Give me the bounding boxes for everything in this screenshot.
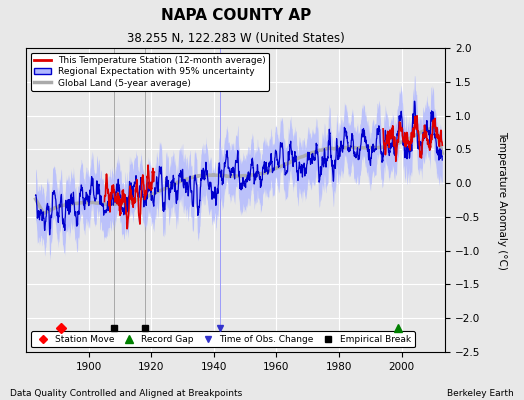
Legend: Station Move, Record Gap, Time of Obs. Change, Empirical Break: Station Move, Record Gap, Time of Obs. C… bbox=[31, 331, 414, 348]
Text: Berkeley Earth: Berkeley Earth bbox=[447, 389, 514, 398]
Text: NAPA COUNTY AP: NAPA COUNTY AP bbox=[161, 8, 311, 23]
Text: Data Quality Controlled and Aligned at Breakpoints: Data Quality Controlled and Aligned at B… bbox=[10, 389, 243, 398]
Text: 38.255 N, 122.283 W (United States): 38.255 N, 122.283 W (United States) bbox=[127, 32, 345, 45]
Y-axis label: Temperature Anomaly (°C): Temperature Anomaly (°C) bbox=[497, 130, 507, 270]
